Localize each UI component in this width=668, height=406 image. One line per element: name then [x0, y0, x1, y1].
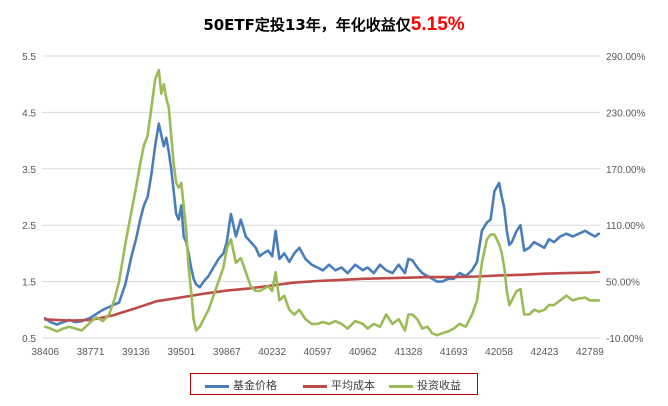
x-tick-label: 40597: [304, 347, 332, 358]
x-tick-label: 40962: [349, 347, 377, 358]
y-left-tick-label: 1.5: [22, 278, 36, 289]
y-right-tick-label: 110.00%: [606, 221, 645, 232]
y-left-tick-label: 3.5: [22, 165, 36, 176]
y-left-tick-label: 2.5: [22, 221, 36, 232]
legend-item-avg-cost: 平均成本: [303, 377, 375, 393]
x-tick-label: 39501: [167, 347, 195, 358]
y-right-tick-label: 290.00%: [606, 52, 646, 63]
y-left-tick-label: 4.5: [22, 108, 36, 119]
x-tick-label: 42789: [576, 347, 604, 358]
series-line-return: [43, 68, 601, 337]
legend-label-return: 投资收益: [417, 379, 461, 392]
x-tick-label: 40232: [258, 347, 286, 358]
chart-legend: 基金价格 平均成本 投资收益: [190, 373, 478, 395]
x-tick-label: 41693: [440, 347, 468, 358]
chart-title: 50ETF定投13年，年化收益仅5.15%: [0, 14, 668, 36]
legend-item-price: 基金价格: [205, 377, 277, 393]
chart-title-text: 50ETF定投13年，年化收益仅: [203, 16, 411, 34]
series-line-price: [43, 122, 601, 326]
chart-title-highlight: 5.15%: [410, 14, 465, 35]
x-tick-label: 42423: [531, 347, 559, 358]
x-tick-label: 39136: [122, 347, 150, 358]
x-tick-label: 42058: [485, 347, 513, 358]
y-right-tick-label: 170.00%: [606, 165, 646, 176]
legend-label-price: 基金价格: [233, 379, 277, 392]
legend-label-avg-cost: 平均成本: [331, 379, 375, 392]
legend-swatch-price: [205, 384, 229, 388]
y-right-tick-label: 50.00%: [606, 278, 640, 289]
y-left-tick-label: 5.5: [22, 52, 36, 63]
legend-swatch-avg-cost: [303, 384, 327, 388]
y-left-tick-label: 0.5: [22, 334, 36, 345]
legend-swatch-return: [389, 384, 413, 388]
y-right-tick-label: 230.00%: [606, 108, 646, 119]
x-tick-label: 38406: [31, 347, 59, 358]
legend-item-return: 投资收益: [389, 377, 461, 393]
x-tick-label: 41328: [394, 347, 422, 358]
y-right-tick-label: -10.00%: [606, 334, 643, 345]
x-tick-label: 39867: [213, 347, 241, 358]
x-tick-label: 38771: [77, 347, 105, 358]
series-line-avg-cost: [43, 270, 601, 322]
